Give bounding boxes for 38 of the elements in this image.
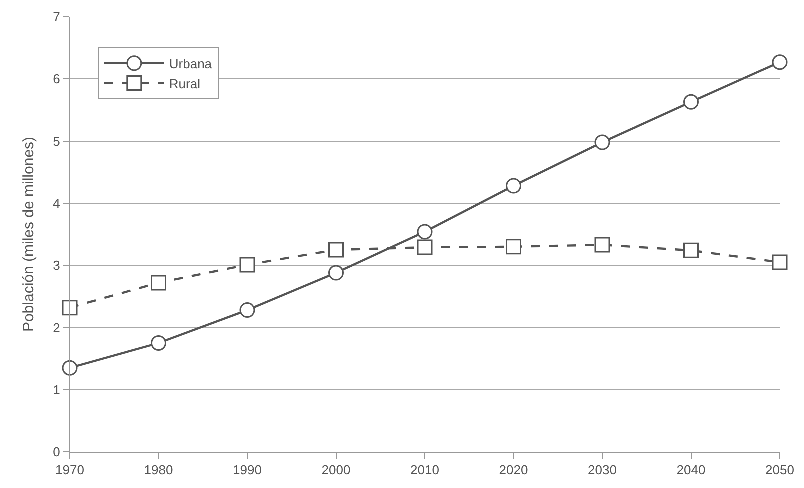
y-tick-label: 7 [53, 10, 60, 25]
point [151, 336, 166, 351]
point [328, 265, 344, 281]
y-tick-label: 0 [53, 444, 60, 460]
point [417, 240, 433, 256]
point [594, 134, 610, 150]
point [417, 224, 433, 240]
x-tick-label: 2040 [676, 462, 706, 478]
point [506, 239, 522, 255]
x-tick-label: 1980 [144, 462, 174, 478]
x-tick-label: 1970 [56, 462, 84, 478]
x-tick-label: 1990 [233, 462, 262, 478]
y-tick-label: 3 [53, 258, 60, 274]
y-tick-label: 6 [53, 72, 60, 87]
point [772, 254, 788, 270]
point [240, 257, 256, 273]
point [240, 302, 256, 318]
y-tick-label: 1 [53, 382, 60, 398]
y-axis-title: Población (miles de millones) [20, 136, 38, 332]
point [772, 54, 788, 70]
point [684, 94, 699, 110]
point [506, 178, 522, 194]
point [328, 242, 344, 258]
point [684, 242, 699, 258]
x-tick-label: 2020 [499, 462, 528, 478]
y-tick-label: 5 [53, 134, 60, 149]
point [594, 237, 610, 253]
x-tick-label: 2050 [766, 462, 794, 478]
x-tick-label: 2010 [410, 462, 440, 478]
x-tick-label: 2030 [588, 462, 617, 478]
legend-label: Rural [169, 76, 201, 92]
y-tick-label: 4 [53, 196, 60, 211]
legend-label: Urbana [169, 56, 213, 72]
y-tick-label: 2 [53, 320, 60, 336]
x-tick-label: 2000 [322, 462, 351, 478]
point [62, 360, 78, 376]
point [62, 300, 78, 316]
point [151, 275, 166, 291]
